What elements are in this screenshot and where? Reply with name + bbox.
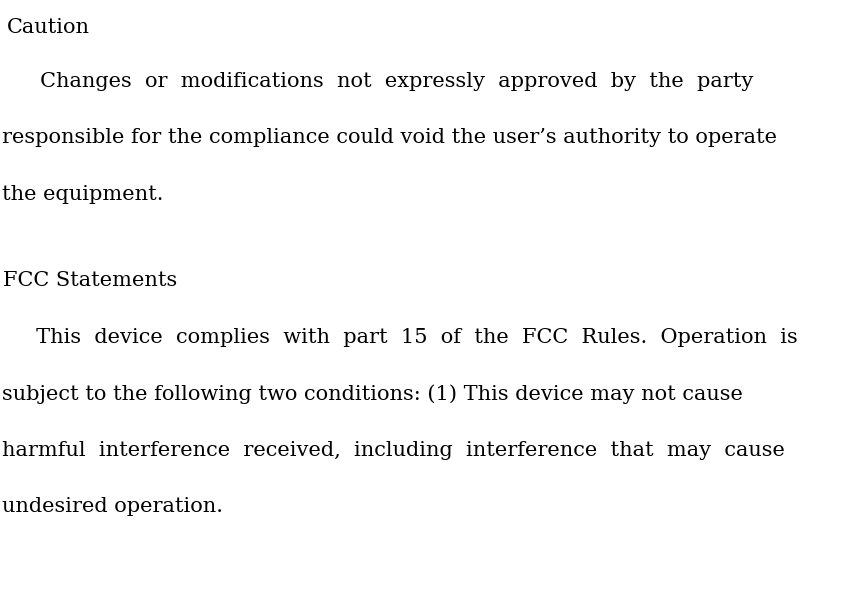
- Text: subject to the following two conditions: (1) This device may not cause: subject to the following two conditions:…: [2, 384, 742, 404]
- Text: undesired operation.: undesired operation.: [2, 497, 223, 516]
- Text: Changes  or  modifications  not  expressly  approved  by  the  party: Changes or modifications not expressly a…: [7, 72, 753, 91]
- Text: responsible for the compliance could void the user’s authority to operate: responsible for the compliance could voi…: [2, 128, 777, 147]
- Text: FCC Statements: FCC Statements: [3, 271, 178, 290]
- Text: the equipment.: the equipment.: [2, 185, 163, 204]
- Text: harmful  interference  received,  including  interference  that  may  cause: harmful interference received, including…: [2, 441, 785, 460]
- Text: This  device  complies  with  part  15  of  the  FCC  Rules.  Operation  is: This device complies with part 15 of the…: [3, 328, 798, 346]
- Text: Caution: Caution: [7, 18, 90, 37]
